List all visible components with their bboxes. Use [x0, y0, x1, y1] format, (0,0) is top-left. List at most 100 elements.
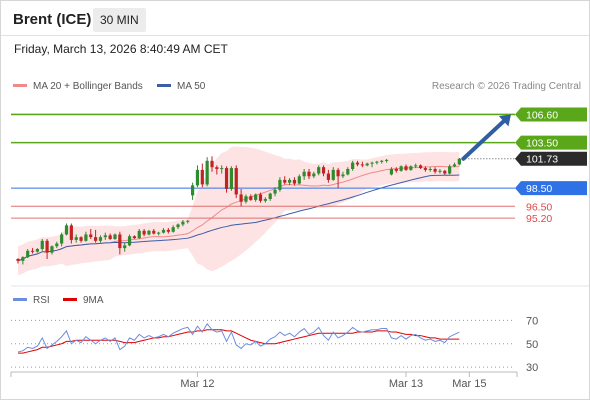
candle-body — [195, 169, 200, 186]
candle-body — [399, 166, 403, 171]
candle — [268, 192, 272, 201]
candle — [45, 239, 49, 259]
candle-body — [132, 236, 136, 239]
candle-body — [84, 234, 88, 241]
candle — [152, 229, 156, 235]
ma50-swatch — [157, 83, 171, 87]
candle — [108, 233, 112, 240]
level-tag-label: 98.50 — [526, 183, 552, 195]
candle — [176, 223, 180, 229]
forecast-arrow-head — [498, 114, 511, 127]
candle-body — [152, 230, 156, 234]
candle-body — [326, 173, 330, 180]
candle-body — [142, 230, 146, 235]
candle — [26, 249, 30, 259]
candle-body — [312, 173, 316, 177]
level-tag-101-73: 101.73 — [515, 151, 587, 166]
candle-body — [288, 179, 292, 183]
candle-body — [404, 166, 408, 170]
candle — [166, 228, 170, 234]
candle — [370, 161, 374, 168]
candle-body — [341, 174, 345, 177]
candle — [64, 223, 69, 236]
candle-body — [302, 171, 306, 177]
candle-body — [258, 194, 263, 201]
candle — [40, 239, 44, 251]
candle-body — [26, 250, 30, 258]
candle-body — [157, 232, 161, 234]
x-tick-label: Mar 13 — [389, 378, 423, 390]
candle — [147, 229, 151, 236]
legend-ma20: MA 20 + Bollinger Bands — [13, 81, 143, 92]
candle-body — [307, 171, 311, 177]
candle-body — [389, 169, 394, 175]
legend-rsi-label: RSI — [33, 295, 50, 306]
interval-button[interactable]: 30 MIN — [93, 8, 146, 32]
candle — [69, 223, 73, 244]
candle-body — [60, 234, 64, 244]
candle — [186, 219, 190, 224]
ma20-swatch — [13, 83, 27, 87]
candle — [273, 187, 277, 197]
candle — [157, 231, 161, 236]
candle — [389, 167, 394, 176]
candle — [16, 258, 20, 264]
candle-body — [414, 165, 418, 167]
candle-body — [50, 246, 54, 253]
candle-body — [375, 161, 379, 163]
candle — [137, 229, 141, 239]
candle — [161, 228, 166, 234]
candle — [292, 177, 297, 186]
candle-body — [40, 240, 44, 249]
candle — [30, 248, 35, 254]
candle-body — [268, 193, 272, 199]
candle — [113, 233, 117, 240]
bollinger-band — [18, 146, 460, 276]
timestamp: Friday, March 13, 2026 8:40:49 AM CET — [14, 42, 228, 56]
candle-body — [224, 168, 229, 189]
candle-body — [215, 167, 219, 169]
candle-body — [409, 166, 413, 170]
candle — [278, 177, 282, 192]
candle-body — [452, 164, 457, 167]
candle-body — [394, 169, 398, 171]
candle-body — [254, 194, 258, 200]
candle-body — [74, 237, 78, 240]
candle — [229, 166, 233, 191]
rsi-tick-50: 50 — [526, 339, 538, 351]
candle — [118, 231, 122, 255]
candle — [132, 235, 136, 239]
candle — [375, 160, 379, 165]
candle — [355, 160, 360, 167]
legend-rsi-ma-label: 9MA — [83, 295, 104, 306]
candle — [244, 194, 248, 204]
candle-body — [191, 185, 195, 196]
candle — [239, 189, 243, 207]
candle — [123, 242, 127, 252]
candle — [351, 160, 355, 171]
candle — [127, 234, 132, 247]
candle — [60, 232, 64, 247]
candle — [191, 182, 195, 200]
level-tag-98-50: 98.50 — [515, 181, 587, 196]
candle — [385, 159, 389, 163]
candle-body — [113, 234, 117, 239]
candle — [200, 163, 204, 188]
candle-body — [220, 168, 224, 170]
candle — [380, 159, 384, 164]
candle — [234, 165, 238, 199]
candle-body — [16, 259, 20, 261]
candle — [79, 236, 83, 243]
candle-body — [79, 237, 83, 241]
candle — [404, 164, 408, 171]
candle-body — [355, 162, 360, 165]
x-tick-label: Mar 15 — [452, 378, 486, 390]
candle — [443, 169, 447, 175]
instrument-title: Brent (ICE) — [13, 11, 92, 28]
candle — [103, 232, 107, 240]
level-tag-label: 106.60 — [526, 109, 558, 121]
candle — [94, 229, 98, 243]
candle — [452, 162, 457, 168]
candle — [35, 248, 39, 253]
